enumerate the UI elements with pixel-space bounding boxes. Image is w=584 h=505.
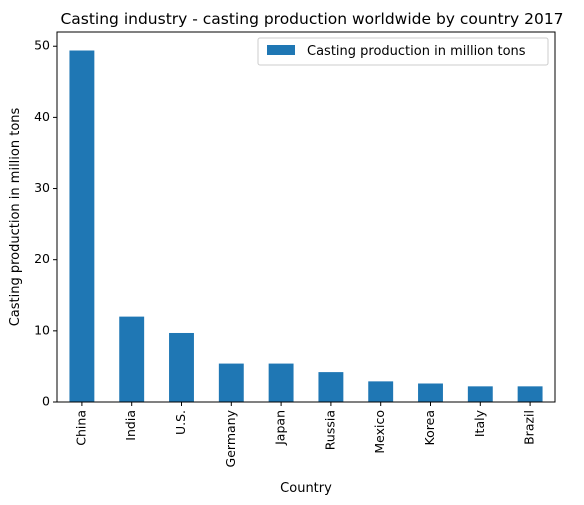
legend-label: Casting production in million tons [307,44,526,59]
y-axis-label: Casting production in million tons [8,107,23,326]
y-tick-label: 0 [42,394,50,409]
x-tick-label: Germany [223,409,238,467]
chart-title: Casting industry - casting production wo… [60,10,563,28]
x-tick-label: India [123,410,138,441]
x-tick-label: Korea [422,410,437,445]
bars-group [69,50,543,402]
bar-germany [218,363,244,402]
legend-box [257,37,549,66]
x-tick-label: Brazil [522,410,537,445]
x-tick-label: Japan [273,410,288,446]
bar-mexico [368,381,394,402]
bar-brazil [517,386,543,402]
x-tick-label: Mexico [372,410,387,454]
legend: Casting production in million tons [257,37,549,66]
bar-italy [467,386,493,402]
y-tick-label: 40 [34,109,50,124]
bar-russia [318,372,344,402]
bar-u-s [169,332,194,402]
legend-swatch [267,45,295,55]
y-tick-label: 50 [34,38,50,53]
y-axis-ticks: 0 10 20 30 40 50 [34,38,57,409]
bar-china [69,50,95,402]
bar-korea [418,383,443,402]
x-tick-label: U.S. [173,410,188,435]
bar-japan [268,363,294,402]
x-axis-label: Country [280,481,332,496]
x-tick-label: Italy [472,409,487,437]
plot-frame [56,31,556,403]
y-tick-label: 30 [34,180,50,195]
y-tick-label: 20 [34,251,50,266]
x-tick-label: China [73,410,88,446]
bar-india [119,316,145,402]
y-tick-label: 10 [34,322,50,337]
x-axis-ticks: China India U.S. Germany Japan Russia Mexico Ko… [73,402,537,467]
x-tick-label: Russia [322,410,337,450]
